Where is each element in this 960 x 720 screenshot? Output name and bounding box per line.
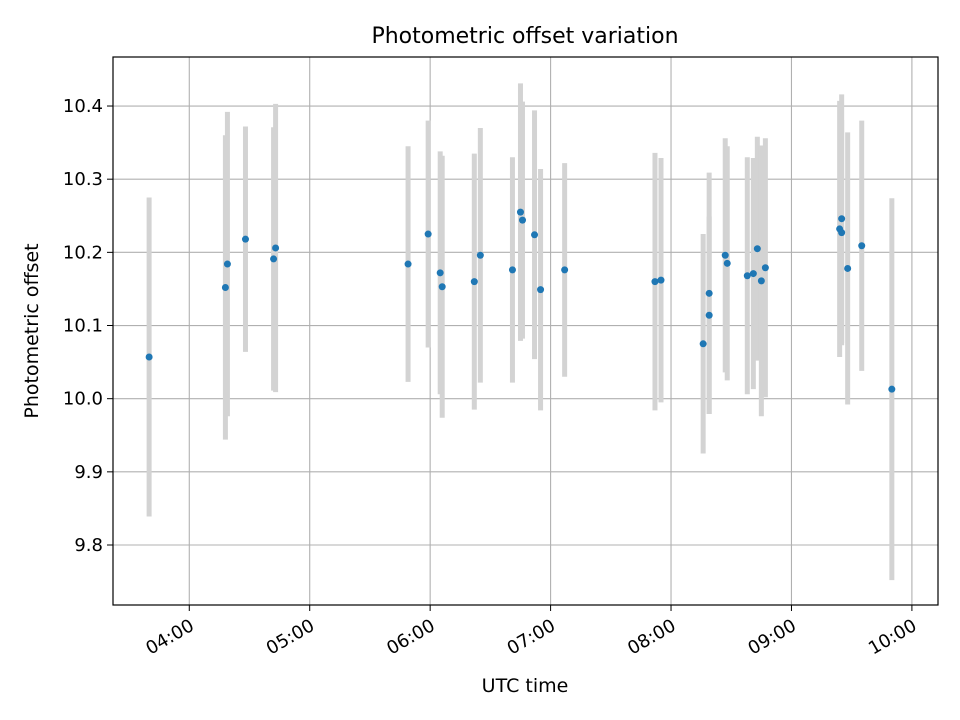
plot-frame bbox=[112, 56, 939, 606]
data-point bbox=[531, 231, 539, 239]
data-point bbox=[888, 385, 896, 393]
x-tick-label: 07:00 bbox=[504, 615, 559, 659]
data-points bbox=[145, 208, 896, 393]
data-point bbox=[404, 260, 412, 268]
y-tick-label: 10.0 bbox=[63, 389, 103, 410]
data-point bbox=[561, 266, 569, 274]
y-tick-label: 9.9 bbox=[74, 462, 103, 483]
data-point bbox=[749, 270, 757, 278]
data-point bbox=[743, 272, 751, 280]
x-tick-label: 05:00 bbox=[263, 615, 318, 659]
y-tick-label: 10.4 bbox=[63, 96, 103, 117]
y-tick-label: 9.8 bbox=[74, 535, 103, 556]
x-tick-label: 08:00 bbox=[624, 615, 679, 659]
data-point bbox=[518, 216, 526, 224]
data-point bbox=[272, 244, 280, 252]
data-point bbox=[757, 277, 765, 285]
data-point bbox=[424, 230, 432, 238]
data-point bbox=[470, 278, 478, 286]
x-axis-label: UTC time bbox=[482, 675, 569, 697]
data-point bbox=[705, 289, 713, 297]
data-point bbox=[223, 260, 231, 268]
data-point bbox=[761, 264, 769, 272]
chart-title: Photometric offset variation bbox=[371, 24, 678, 49]
data-point bbox=[145, 353, 153, 361]
data-point bbox=[705, 311, 713, 319]
y-axis-label: Photometric offset bbox=[21, 243, 43, 418]
data-point bbox=[651, 278, 659, 286]
data-point bbox=[657, 276, 665, 284]
data-point bbox=[838, 215, 846, 223]
data-point bbox=[270, 255, 278, 263]
data-point bbox=[537, 286, 545, 294]
error-bars bbox=[146, 83, 895, 581]
data-point bbox=[516, 208, 524, 216]
data-point bbox=[699, 340, 707, 348]
data-point bbox=[838, 229, 846, 237]
data-point bbox=[241, 235, 249, 243]
x-tick-label: 04:00 bbox=[142, 615, 197, 659]
data-point bbox=[508, 266, 516, 274]
data-point bbox=[858, 242, 866, 250]
x-tick-label: 10:00 bbox=[865, 615, 920, 659]
data-point bbox=[221, 283, 229, 291]
y-tick-label: 10.3 bbox=[63, 169, 103, 190]
y-tick-label: 10.1 bbox=[63, 316, 103, 337]
grid-lines bbox=[113, 57, 938, 605]
data-point bbox=[721, 251, 729, 259]
data-point bbox=[723, 259, 731, 267]
y-tick-label: 10.2 bbox=[63, 242, 103, 263]
data-point bbox=[844, 264, 852, 272]
x-tick-label: 09:00 bbox=[745, 615, 800, 659]
x-tick-label: 06:00 bbox=[383, 615, 438, 659]
data-point bbox=[753, 245, 761, 253]
data-point bbox=[476, 251, 484, 259]
data-point bbox=[438, 283, 446, 291]
data-point bbox=[436, 269, 444, 277]
